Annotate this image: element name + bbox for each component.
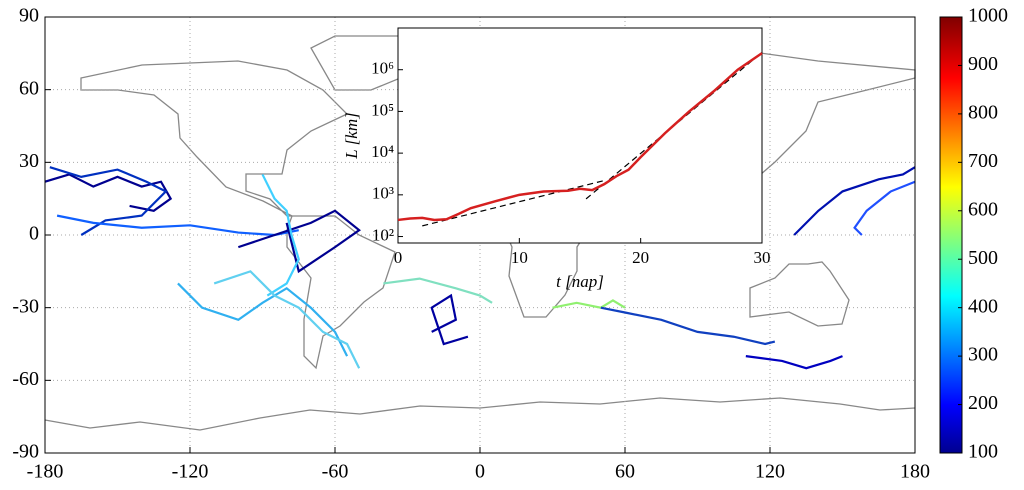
x-tick-label: 10 <box>511 248 528 267</box>
colorbar-tick-label: 500 <box>968 247 998 269</box>
x-tick-label: 120 <box>755 461 785 483</box>
x-tick-label: -180 <box>27 461 64 483</box>
inset-plot: 0 10 20 30 10² 10³ 10⁴ 10⁵ 10⁶ t [nap] L [km] <box>342 27 771 291</box>
x-tick-label: 180 <box>900 461 930 483</box>
y-tick-label: 10⁶ <box>371 59 394 78</box>
colorbar-tick-label: 1000 <box>968 5 1008 27</box>
x-tick-label: 0 <box>475 461 485 483</box>
x-tick-label: 0 <box>394 248 403 267</box>
x-tick-label: -60 <box>322 461 349 483</box>
y-axis-label: L [km] <box>342 112 361 159</box>
trajectory <box>261 173 300 297</box>
x-tick-label: 20 <box>632 248 649 267</box>
x-tick-label: -120 <box>172 461 209 483</box>
colorbar-tick-label: 200 <box>968 392 998 414</box>
trajectory <box>430 293 469 346</box>
colorbar-gradient <box>939 16 963 454</box>
y-tick-label: 0 <box>29 223 39 245</box>
y-tick-label: -60 <box>12 368 39 390</box>
trajectory <box>793 166 916 236</box>
trajectory <box>600 306 776 346</box>
trajectory <box>383 277 493 304</box>
y-tick-label: 10⁴ <box>371 142 394 161</box>
y-tick-label: 30 <box>19 150 39 172</box>
x-axis-label: t [nap] <box>556 272 604 291</box>
trajectory <box>44 173 173 212</box>
colorbar-tick-label: 900 <box>968 53 998 75</box>
trajectory <box>237 209 361 274</box>
data-line <box>397 52 763 222</box>
y-tick-label: 90 <box>19 5 39 27</box>
trajectory <box>56 214 299 237</box>
colorbar-tick-label: 400 <box>968 295 998 317</box>
y-tick-label: 10² <box>372 225 394 244</box>
x-tick-label: 30 <box>754 248 771 267</box>
trajectory <box>49 166 168 236</box>
colorbar-tick-label: 700 <box>968 150 998 172</box>
map-plot: -180 -120 -60 0 60 120 180 -90 -60 -30 0 30 60 90 <box>12 5 930 483</box>
colorbar-tick-label: 600 <box>968 198 998 220</box>
inset-background <box>397 27 763 244</box>
y-tick-label: -90 <box>12 441 39 463</box>
colorbar-tick-label: 800 <box>968 101 998 123</box>
trajectory <box>177 282 349 357</box>
trajectory <box>853 180 916 236</box>
colorbar-tick-label: 100 <box>968 441 998 463</box>
colorbar-tick-label: 300 <box>968 344 998 366</box>
y-tick-label: -30 <box>12 295 39 317</box>
x-tick-label: 60 <box>615 461 635 483</box>
data-line <box>422 179 605 227</box>
plot-frame <box>44 16 916 454</box>
y-tick-label: 10³ <box>372 184 394 203</box>
trajectory <box>745 355 843 370</box>
colorbar: 100 200 300 400 500 600 700 800 900 1000 <box>939 5 1008 463</box>
y-tick-label: 10⁵ <box>371 100 394 119</box>
y-tick-label: 60 <box>19 77 39 99</box>
trajectory <box>213 270 361 369</box>
trajectory <box>552 299 626 309</box>
